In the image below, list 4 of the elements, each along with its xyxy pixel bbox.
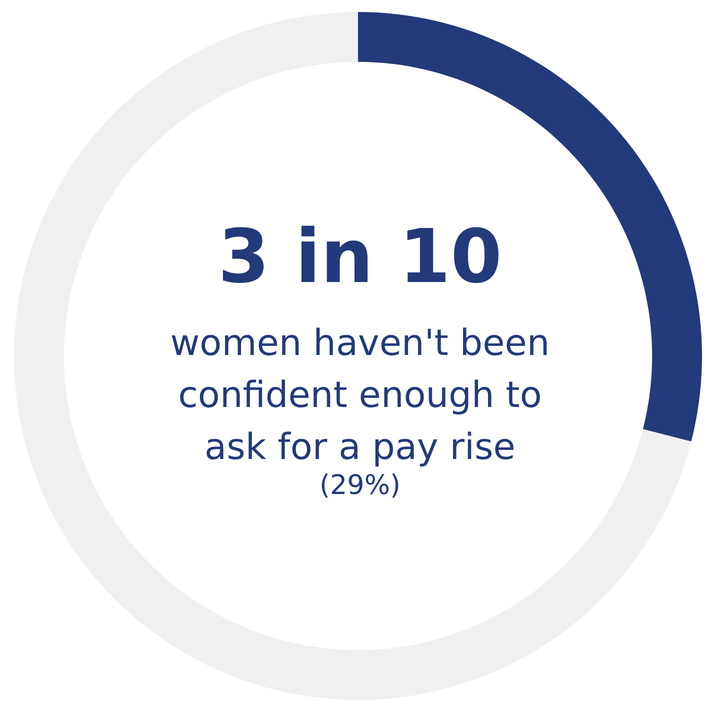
donut-slice [14, 12, 692, 700]
text: (29%) [318, 469, 402, 503]
text: 3 in 10 [216, 213, 504, 302]
text: women haven't been confident enough to ask for a pay rise [170, 323, 550, 468]
